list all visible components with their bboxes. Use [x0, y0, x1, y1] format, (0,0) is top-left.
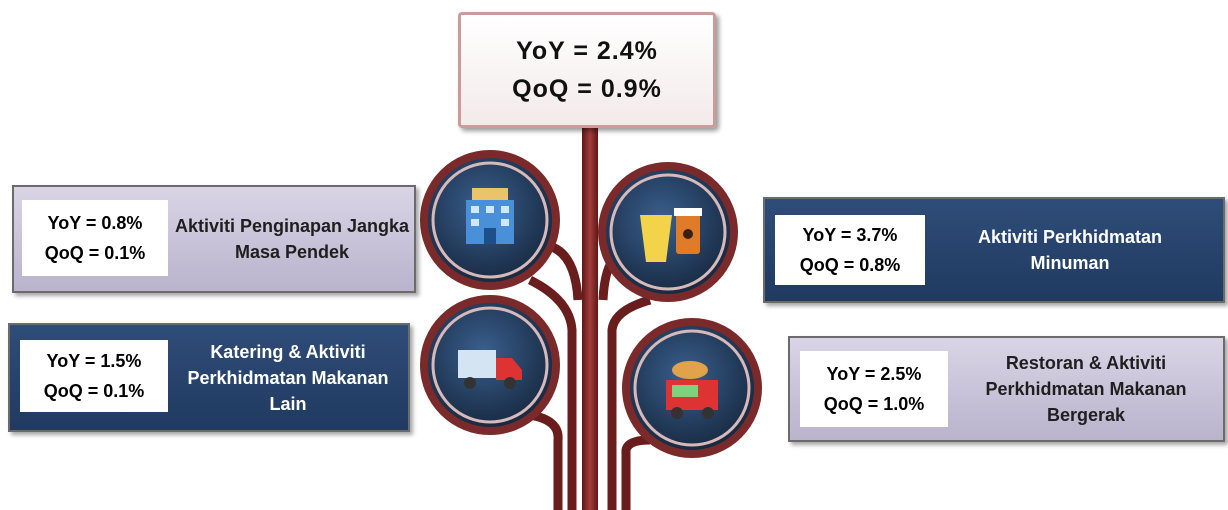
summary-qoq: QoQ = 0.9%	[461, 70, 713, 108]
qoq: QoQ = 0.1%	[22, 238, 168, 268]
category-panel: YoY = 2.5% QoQ = 1.0% Restoran & Aktivit…	[788, 336, 1225, 442]
qoq: QoQ = 0.8%	[775, 250, 925, 280]
yoy: YoY = 3.7%	[775, 220, 925, 250]
category-panel: YoY = 0.8% QoQ = 0.1% Aktiviti Penginapa…	[12, 185, 416, 293]
infographic: YoY = 2.4% QoQ = 0.9% YoY = 0.8% QoQ = 0…	[0, 0, 1228, 510]
category-panel: YoY = 3.7% QoQ = 0.8% Aktiviti Perkhidma…	[763, 197, 1225, 303]
stats-box: YoY = 2.5% QoQ = 1.0%	[800, 351, 948, 427]
hotel-icon	[466, 188, 514, 244]
stats-box: YoY = 3.7% QoQ = 0.8%	[775, 215, 925, 285]
category-panel: YoY = 1.5% QoQ = 0.1% Katering & Aktivit…	[8, 323, 410, 432]
qoq: QoQ = 1.0%	[800, 389, 948, 419]
yoy: YoY = 2.5%	[800, 359, 948, 389]
summary-box: YoY = 2.4% QoQ = 0.9%	[458, 12, 716, 128]
stats-box: YoY = 1.5% QoQ = 0.1%	[20, 340, 168, 412]
yoy: YoY = 1.5%	[20, 346, 168, 376]
category-label: Aktiviti Penginapan Jangka Masa Pendek	[172, 187, 412, 291]
stats-box: YoY = 0.8% QoQ = 0.1%	[22, 200, 168, 276]
qoq: QoQ = 0.1%	[20, 376, 168, 406]
category-label: Restoran & Aktiviti Perkhidmatan Makanan…	[950, 338, 1222, 440]
summary-yoy: YoY = 2.4%	[461, 32, 713, 70]
category-label: Katering & Aktiviti Perkhidmatan Makanan…	[178, 325, 398, 430]
category-label: Aktiviti Perkhidmatan Minuman	[955, 199, 1185, 301]
yoy: YoY = 0.8%	[22, 208, 168, 238]
